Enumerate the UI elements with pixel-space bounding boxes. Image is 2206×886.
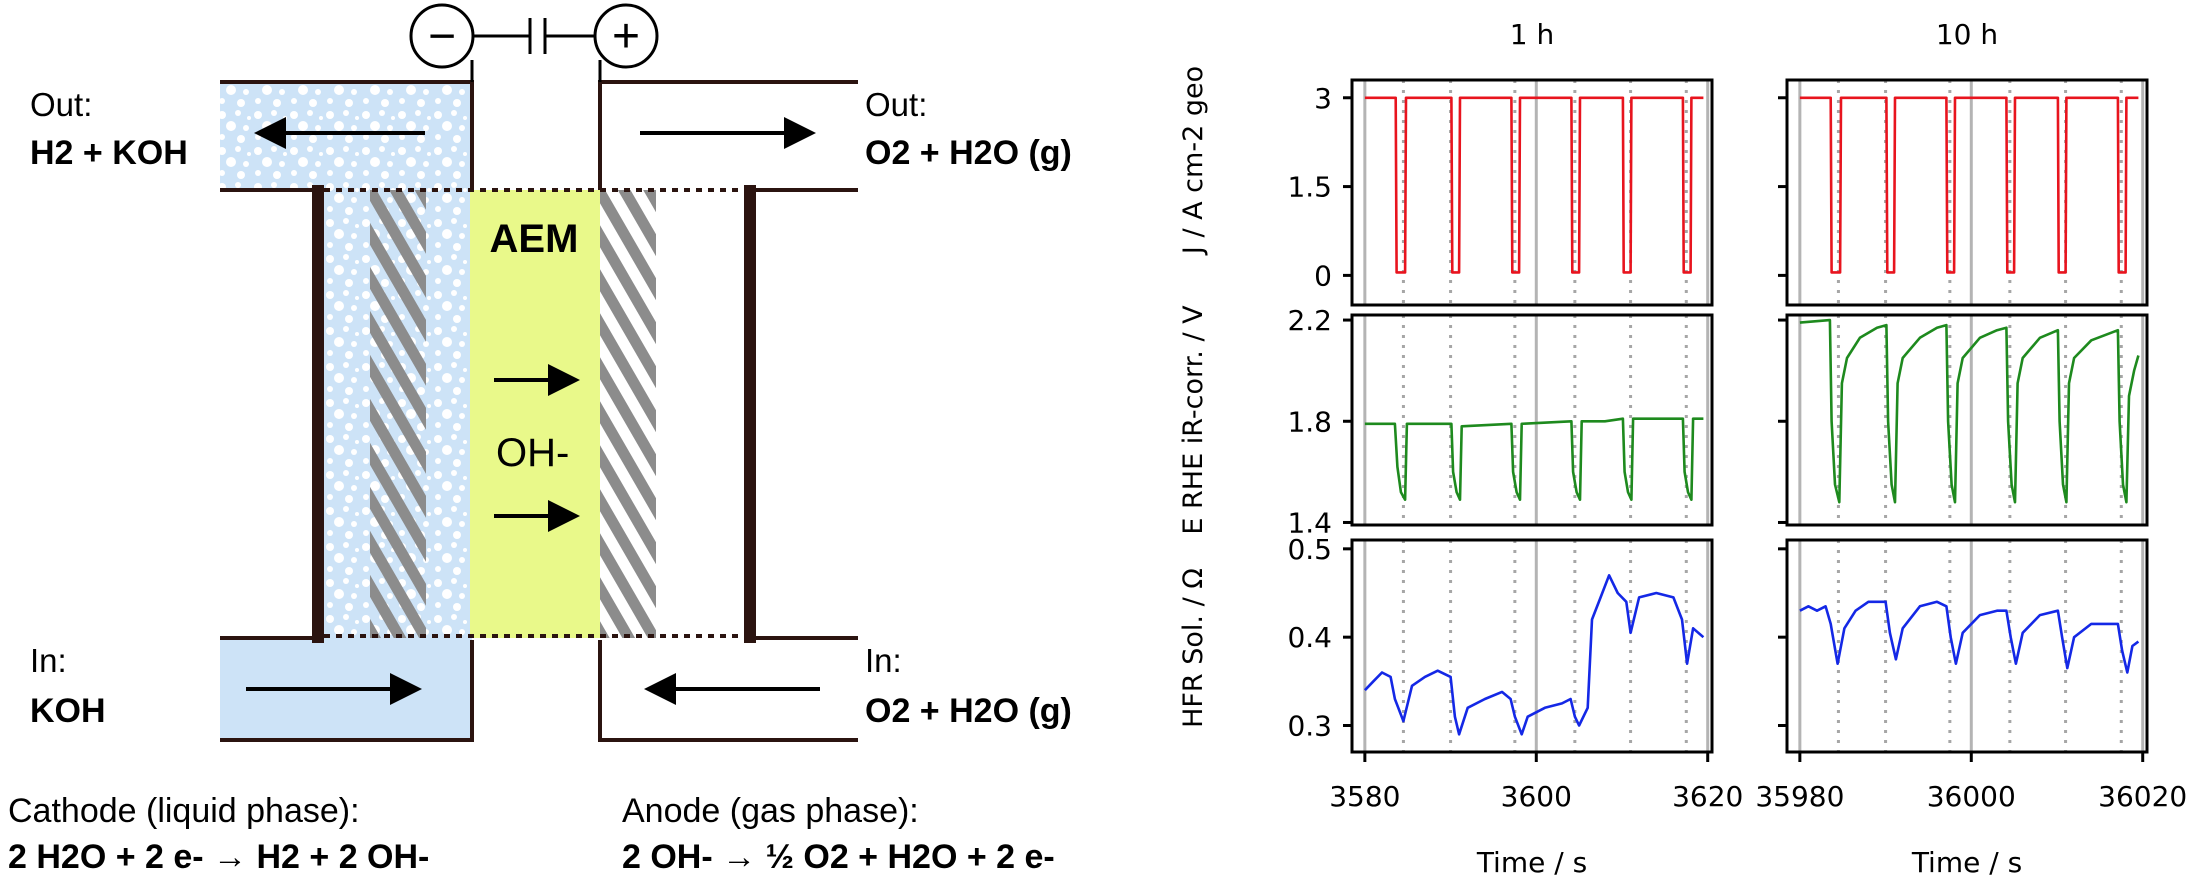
y-tick-label: 1.8 — [1287, 405, 1332, 438]
hfr-series-line — [1799, 600, 2140, 674]
potential-series-line — [1364, 417, 1704, 501]
y-tick-label: 0 — [1314, 259, 1332, 292]
y-tick-label: 0.5 — [1287, 533, 1332, 566]
x-axis-label: Time / s — [1476, 846, 1587, 879]
y-tick-label: 1.4 — [1287, 506, 1332, 539]
minus-symbol: − — [428, 10, 456, 63]
plus-terminal — [593, 3, 659, 69]
cathode-title: Cathode (liquid phase): — [8, 792, 360, 830]
ylabel-potential: E RHE iR-corr. / V — [1178, 305, 1209, 535]
x-tick-label: 36000 — [1927, 780, 2016, 813]
out-left-title: Out: — [30, 86, 92, 123]
current-series-line — [1799, 96, 2139, 274]
power-source: − + — [409, 3, 659, 82]
current-series-line — [1364, 96, 1704, 274]
x-tick-label: 3620 — [1672, 780, 1743, 813]
plot-frame — [1350, 78, 1714, 307]
plot-frame — [1350, 538, 1714, 754]
in-right-species: O2 + H2O (g) — [865, 692, 1072, 730]
plot-frame — [1785, 538, 2149, 754]
anode-gdl — [600, 190, 656, 638]
x-tick-label: 3600 — [1501, 780, 1572, 813]
potential-series-line — [1799, 318, 2140, 504]
anode-title: Anode (gas phase): — [622, 792, 919, 830]
cathode-reaction: 2 H2O + 2 e- → H2 + 2 OH- — [8, 838, 429, 876]
y-tick-label: 0.3 — [1287, 710, 1332, 743]
chart-title: 1 h — [1510, 18, 1554, 51]
y-tick-label: 1.5 — [1287, 171, 1332, 204]
anode-wall-thick — [744, 185, 756, 643]
x-tick-label: 36020 — [2098, 780, 2187, 813]
chart-title: 10 h — [1936, 18, 1998, 51]
out-right-species: O2 + H2O (g) — [865, 134, 1072, 172]
x-tick-label: 35980 — [1755, 780, 1844, 813]
plus-symbol: + — [612, 10, 640, 63]
in-left-title: In: — [30, 642, 67, 679]
x-tick-label: 3580 — [1329, 780, 1400, 813]
plot-frame — [1785, 78, 2149, 307]
cell-diagram: − + AEM OH- Out: H2 + KOH Out: O2 + H2O … — [8, 3, 1072, 876]
in-left-species: KOH — [30, 692, 106, 730]
y-tick-label: 2.2 — [1287, 304, 1332, 337]
x-axis-label: Time / s — [1911, 846, 2022, 879]
membrane — [470, 190, 600, 638]
in-right-title: In: — [865, 642, 902, 679]
cathode-gdl — [370, 190, 426, 638]
ylabel-hfr: HFR Sol. / Ω — [1178, 568, 1209, 728]
ion-label: OH- — [496, 431, 569, 475]
minus-terminal — [409, 3, 475, 69]
anode-reaction: 2 OH- → ½ O2 + H2O + 2 e- — [622, 838, 1055, 876]
ylabel-current: J / A cm-2 geo — [1178, 66, 1209, 256]
y-tick-label: 0.4 — [1287, 621, 1332, 654]
y-tick-label: 3 — [1314, 82, 1332, 115]
hfr-series-line — [1363, 574, 1705, 736]
time-series-charts: J / A cm-2 geo E RHE iR-corr. / V HFR So… — [1178, 18, 2187, 879]
membrane-label: AEM — [490, 217, 579, 261]
out-left-species: H2 + KOH — [30, 134, 188, 172]
out-right-title: Out: — [865, 86, 927, 123]
cathode-outlet-bubbles — [220, 82, 472, 190]
cathode-wall-thick — [312, 185, 324, 643]
